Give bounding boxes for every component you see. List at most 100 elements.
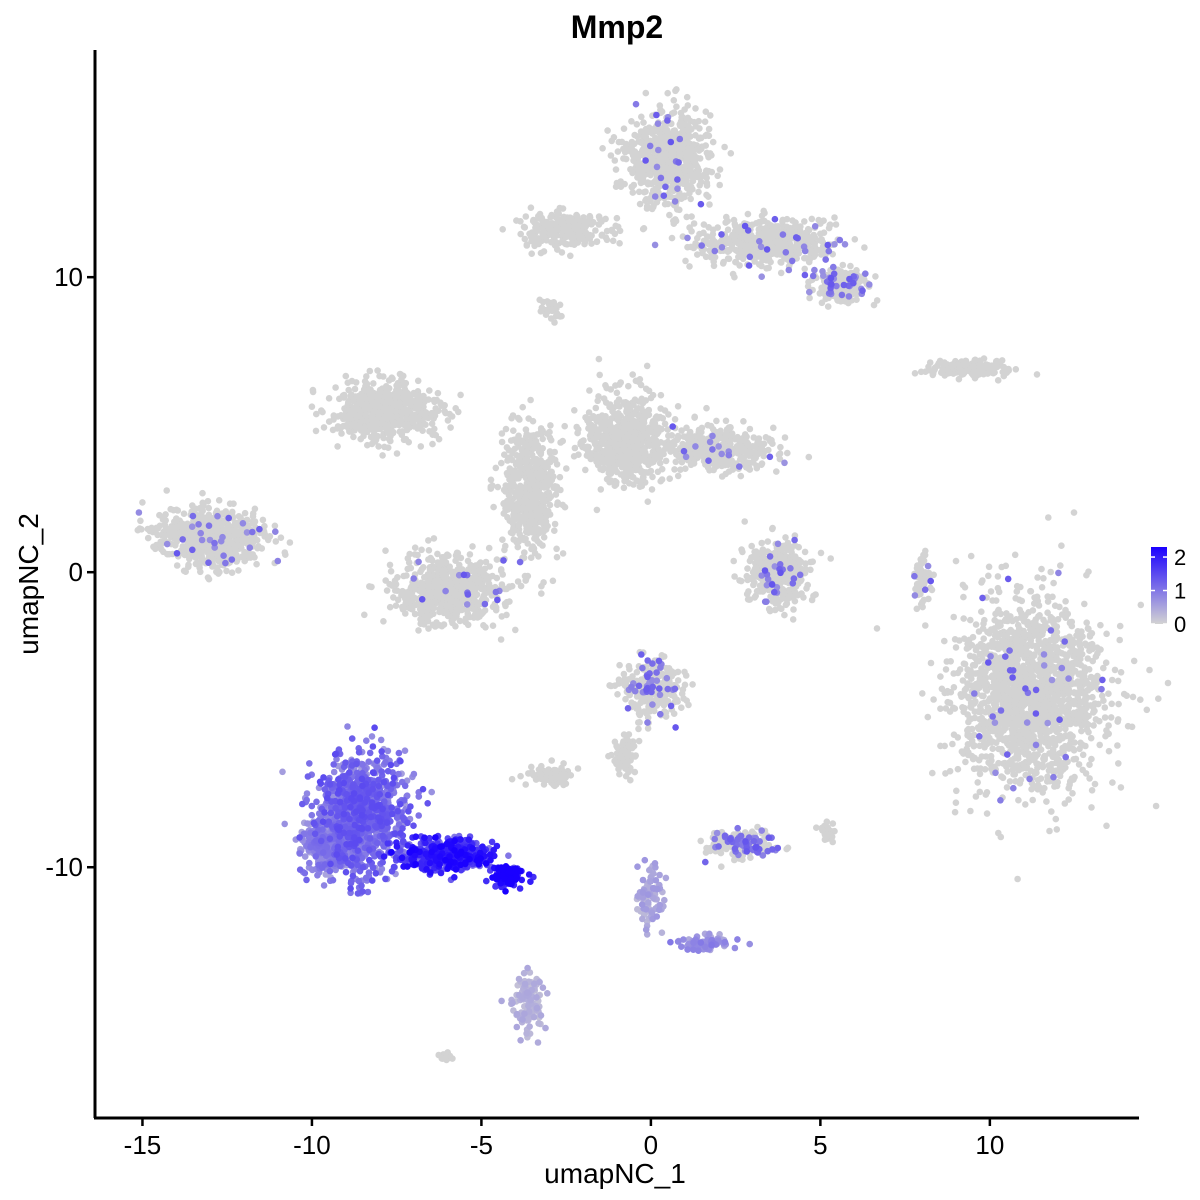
- data-point: [592, 404, 600, 412]
- data-point: [498, 459, 505, 467]
- data-point: [1084, 655, 1092, 662]
- data-point: [648, 205, 656, 213]
- data-point: [607, 152, 615, 159]
- data-point: [1055, 734, 1062, 742]
- data-point: [380, 434, 387, 442]
- data-point: [975, 756, 983, 764]
- data-point: [1081, 720, 1088, 728]
- data-point: [1023, 650, 1030, 658]
- data-point: [969, 755, 977, 763]
- data-point: [753, 250, 760, 257]
- data-point: [1013, 653, 1020, 661]
- data-point: [969, 661, 977, 669]
- data-point: [716, 181, 723, 189]
- data-point: [997, 643, 1004, 650]
- data-point: [548, 221, 555, 228]
- data-point: [505, 482, 513, 490]
- data-point: [413, 391, 420, 399]
- data-point: [404, 392, 412, 399]
- data-point: [644, 498, 652, 506]
- data-point: [700, 229, 707, 237]
- data-point: [636, 200, 644, 208]
- data-point: [1089, 645, 1096, 653]
- data-point: [1053, 623, 1061, 630]
- data-point: [669, 180, 677, 188]
- data-point: [1087, 734, 1095, 742]
- data-point: [504, 514, 511, 521]
- data-point: [434, 407, 442, 415]
- data-point: [1029, 607, 1037, 614]
- data-point: [1004, 705, 1012, 712]
- data-point: [709, 237, 717, 244]
- data-point: [529, 512, 536, 520]
- data-point: [801, 254, 808, 262]
- data-point: [358, 400, 366, 408]
- data-point: [375, 409, 383, 417]
- data-point: [377, 419, 385, 427]
- data-point: [644, 129, 651, 136]
- data-point: [1052, 685, 1060, 693]
- data-point: [677, 109, 685, 117]
- data-point: [720, 258, 727, 266]
- data-point: [1035, 613, 1042, 620]
- data-point: [510, 467, 517, 475]
- data-point: [516, 455, 523, 463]
- data-point: [635, 188, 643, 196]
- data-point: [961, 584, 969, 591]
- data-point: [1012, 697, 1020, 704]
- data-point: [777, 269, 785, 277]
- data-point: [1071, 639, 1078, 647]
- data-point: [999, 719, 1006, 727]
- data-point: [707, 253, 715, 261]
- data-point: [977, 669, 984, 676]
- data-point: [961, 704, 968, 712]
- data-point: [529, 417, 537, 425]
- data-point: [937, 673, 944, 680]
- data-point: [502, 488, 509, 495]
- data-point: [628, 183, 635, 191]
- data-point: [576, 234, 583, 242]
- data-point: [388, 407, 396, 414]
- data-point: [1035, 668, 1043, 675]
- data-point: [1070, 756, 1077, 763]
- data-point: [673, 103, 680, 110]
- data-point: [982, 791, 990, 798]
- data-point: [529, 543, 537, 550]
- data-point: [539, 542, 546, 549]
- data-point: [635, 169, 643, 177]
- data-point: [370, 392, 378, 400]
- data-point: [1013, 582, 1021, 590]
- data-point: [1095, 700, 1102, 708]
- data-point: [1008, 757, 1015, 764]
- data-point: [394, 382, 402, 389]
- data-point: [730, 216, 738, 224]
- data-point: [1029, 658, 1036, 666]
- data-point: [978, 579, 985, 586]
- data-point: [721, 143, 728, 151]
- data-point: [1029, 796, 1036, 804]
- data-point: [596, 371, 603, 379]
- data-point: [616, 227, 624, 235]
- data-point: [1088, 630, 1096, 637]
- data-point: [371, 401, 378, 408]
- data-point: [964, 680, 971, 687]
- data-point: [498, 438, 506, 446]
- data-point: [539, 435, 546, 443]
- data-point: [1050, 579, 1057, 587]
- data-point: [643, 362, 651, 370]
- data-point: [727, 150, 735, 157]
- data-point: [376, 386, 384, 394]
- data-point: [834, 296, 841, 304]
- data-point: [1013, 708, 1020, 716]
- data-point: [1081, 600, 1088, 608]
- data-point: [967, 667, 974, 674]
- data-point: [802, 235, 810, 243]
- data-point: [1016, 596, 1023, 604]
- data-point: [709, 138, 717, 146]
- data-point: [380, 373, 387, 380]
- data-point: [978, 714, 986, 722]
- data-point: [528, 451, 536, 459]
- data-point: [986, 630, 993, 637]
- data-point: [975, 657, 982, 665]
- data-point: [538, 214, 546, 222]
